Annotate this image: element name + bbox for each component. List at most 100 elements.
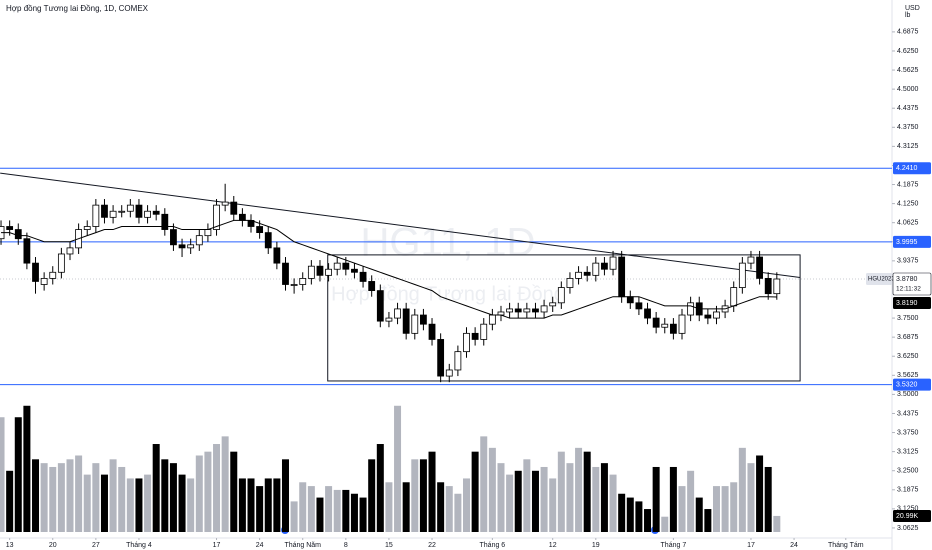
volume-bar: [204, 451, 212, 532]
candle-body: [264, 232, 272, 249]
candle-body: [592, 262, 600, 276]
x-tick-label: Tháng Năm: [284, 542, 321, 549]
volume-bar: [712, 486, 720, 532]
range-box: [327, 254, 801, 382]
symbol-label: HGU2023: [868, 277, 895, 283]
y-tick-label: 3.5625: [897, 372, 919, 379]
volume-bar: [506, 474, 514, 532]
candle-body: [57, 253, 65, 273]
candle-body: [394, 308, 401, 319]
volume-bar: [66, 459, 74, 532]
volume-bar: [540, 466, 548, 532]
watermark-subtitle: Hợp đồng Tương lai Đồng: [331, 283, 565, 305]
volume-bar: [488, 447, 496, 532]
countdown: 12:11:32: [896, 286, 921, 293]
candle-body: [101, 204, 108, 218]
candle-body: [549, 302, 557, 307]
volume-bar: [747, 463, 755, 532]
hline-label-bg: [893, 235, 931, 248]
x-tick-label: Tháng 6: [480, 542, 506, 549]
x-tick-label: 19: [592, 542, 600, 549]
y-tick-label: 3.2500: [897, 468, 919, 475]
watermark: HG11, 1D: [361, 221, 536, 265]
y-tick-label: 4.1250: [897, 200, 919, 207]
x-tick-label: 27: [92, 542, 100, 549]
volume-bar: [592, 466, 600, 532]
candle-body: [40, 277, 48, 285]
x-tick-label: 20: [49, 542, 57, 549]
candle-body: [290, 284, 298, 286]
volume-bar: [514, 470, 522, 532]
candle-body: [678, 314, 686, 334]
hline-label: 3.5320: [896, 381, 918, 388]
volume-bar: [144, 474, 152, 532]
volume-bar: [376, 444, 384, 532]
unit: lb: [905, 12, 911, 19]
volume-bar: [221, 436, 229, 532]
volume-bar: [678, 486, 686, 532]
candle-body: [256, 226, 264, 234]
y-tick-label: 3.9375: [897, 258, 919, 265]
volume-label-bg: [893, 509, 931, 522]
y-tick-label: 4.6875: [897, 29, 919, 36]
candle-body: [14, 229, 22, 240]
volume-bar: [756, 455, 764, 532]
volume-bar: [549, 478, 557, 532]
candle-body: [601, 262, 608, 270]
x-tick-label: 24: [790, 542, 798, 549]
volume-bar: [609, 474, 617, 532]
y-tick-label: 3.7500: [897, 315, 919, 322]
hline-label: 3.9995: [896, 239, 918, 246]
volume-label: 20.99K: [896, 513, 919, 520]
watermark-group: HG11, 1D Hợp đồng Tương lai Đồng: [331, 221, 565, 306]
volume-bar: [0, 417, 5, 532]
volume-bar: [325, 486, 333, 532]
ma-label-bg: [893, 297, 931, 310]
candle-body: [325, 268, 332, 276]
volume-bar: [109, 459, 117, 532]
y-tick-label: 4.5000: [897, 86, 919, 93]
candle-body: [273, 247, 281, 264]
candle-body: [49, 271, 57, 279]
candle-body: [514, 308, 522, 313]
x-tick-label: 15: [385, 542, 393, 549]
volume-bar: [402, 482, 410, 532]
candle-body: [506, 308, 514, 313]
candle-body: [376, 290, 384, 322]
y-tick-label: 4.3750: [897, 124, 919, 131]
candle-body: [221, 201, 229, 206]
volume-bar: [6, 470, 14, 532]
candle-body: [170, 229, 177, 246]
volume-bar: [669, 466, 677, 532]
volume-bar: [730, 482, 738, 532]
x-tick-label: 24: [256, 542, 264, 549]
volume-bar: [394, 405, 402, 532]
candle-body: [523, 308, 531, 313]
volume-bar: [471, 451, 479, 532]
candle-body: [626, 296, 634, 304]
candle-body: [669, 323, 677, 334]
last-price-bg: [892, 272, 932, 296]
y-tick-label: 3.6250: [897, 353, 919, 360]
volume-bar: [213, 444, 221, 532]
candle-body: [316, 265, 324, 276]
candle-body: [764, 277, 772, 295]
candle-body: [532, 308, 539, 313]
volume-bar: [49, 466, 57, 532]
volume-bar: [428, 451, 436, 532]
candle-body: [420, 314, 427, 325]
volume-bar: [531, 470, 539, 532]
volume-bar: [445, 486, 453, 532]
candle-body: [738, 262, 746, 288]
candle-body: [773, 278, 781, 295]
candle-body: [445, 369, 453, 377]
y-tick-label: 4.5625: [897, 67, 919, 74]
y-tick-label: 4.0625: [897, 220, 919, 227]
x-tick-label: 22: [428, 542, 436, 549]
candle-body: [618, 256, 626, 298]
y-tick-label: 3.5000: [897, 391, 919, 398]
y-tick-label: 4.1875: [897, 181, 919, 188]
candle-body: [540, 305, 548, 313]
volume-bar: [169, 463, 177, 532]
